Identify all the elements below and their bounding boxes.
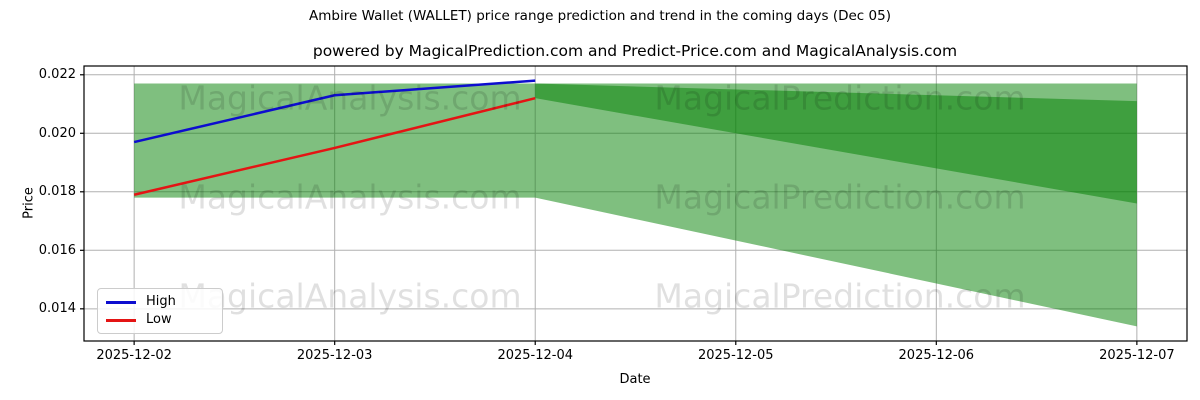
x-tick-label: 2025-12-07 (1099, 348, 1175, 363)
y-tick-label: 0.020 (38, 125, 76, 141)
legend-low-label: Low (146, 312, 172, 327)
x-axis-label: Date (619, 372, 651, 387)
plot-border (83, 65, 1188, 342)
y-tick-label: 0.016 (38, 242, 76, 258)
legend: High Low (97, 288, 223, 334)
chart-suptitle: Ambire Wallet (WALLET) price range predi… (309, 8, 891, 24)
watermark-magicalanalysis: MagicalAnalysis.com (178, 177, 522, 217)
legend-item-high: High (106, 295, 214, 309)
chart-title: powered by MagicalPrediction.com and Pre… (312, 42, 958, 60)
watermark-magicalanalysis: MagicalAnalysis.com (178, 78, 522, 118)
x-tick-label: 2025-12-06 (898, 348, 975, 363)
legend-low-line-sample (106, 318, 136, 322)
watermark-magicalprediction: MagicalPrediction.com (654, 276, 1026, 316)
watermark-magicalprediction: MagicalPrediction.com (654, 177, 1026, 217)
x-tick-label: 2025-12-03 (296, 348, 373, 363)
legend-high-label: High (146, 294, 176, 309)
x-tick-label: 2025-12-04 (497, 348, 573, 363)
watermark-magicalanalysis: MagicalAnalysis.com (178, 276, 522, 316)
y-tick-label: 0.022 (38, 67, 76, 83)
y-tick-label: 0.014 (38, 301, 76, 317)
x-tick-label: 2025-12-05 (697, 348, 774, 363)
legend-item-low: Low (106, 313, 214, 327)
band-history-range (134, 83, 536, 198)
legend-high-line-sample (106, 300, 136, 304)
x-tick-label: 2025-12-02 (96, 348, 172, 363)
band-forecast-trend (535, 83, 1137, 204)
watermark-magicalprediction: MagicalPrediction.com (654, 78, 1026, 118)
high-line (133, 79, 536, 144)
y-tick-label: 0.018 (38, 184, 76, 200)
low-line (133, 96, 536, 196)
